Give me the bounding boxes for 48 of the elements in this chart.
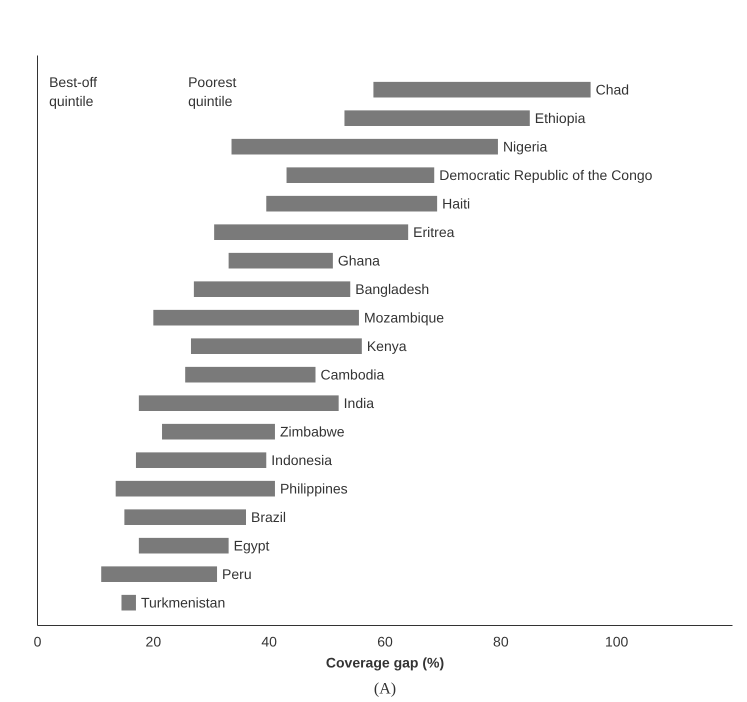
y-tick-label: Peru (222, 566, 252, 582)
y-tick-label: Mozambique (364, 310, 444, 326)
y-tick-label: Philippines (280, 480, 348, 497)
y-tick-label: Nigeria (502, 138, 548, 155)
bar (153, 310, 359, 326)
bar (190, 338, 362, 354)
y-tick-label: Democratic Republic of the Congo (439, 167, 653, 184)
bar (162, 424, 275, 440)
bar (266, 196, 438, 212)
bar (185, 366, 316, 383)
y-tick-label: Zimbabwe (280, 424, 345, 440)
x-tick-label: 40 (261, 634, 278, 650)
y-tick-label: Chad (596, 82, 630, 98)
x-tick-label: 0 (34, 634, 42, 650)
bar (124, 509, 246, 526)
y-tick-label: Ethiopia (534, 110, 586, 126)
x-axis-title: Coverage gap (%) (326, 654, 444, 670)
y-tick-label: Ghana (338, 252, 380, 269)
y-tick-label: Cambodia (320, 366, 385, 383)
bar (194, 281, 350, 298)
y-tick-label: Kenya (366, 338, 407, 354)
y-tick-label: Brazil (251, 509, 286, 526)
y-tick-label: Egypt (234, 538, 270, 554)
bar (136, 452, 266, 468)
annotation: Best-off quintile (49, 74, 98, 110)
bar (101, 566, 218, 582)
annotation: Poorest quintile (188, 74, 236, 110)
bar (344, 110, 530, 126)
bar (232, 138, 498, 155)
x-tick-label: 100 (604, 634, 629, 650)
bar (228, 252, 333, 269)
y-tick-label: India (344, 395, 374, 412)
bar (138, 538, 229, 554)
y-tick-label: Bangladesh (355, 281, 430, 298)
bar (286, 167, 434, 184)
x-tick-label: 60 (377, 634, 393, 650)
x-tick-label: 20 (146, 634, 162, 650)
bar (214, 224, 408, 240)
bar (121, 594, 136, 611)
x-tick-label: 80 (493, 634, 509, 650)
bar (116, 480, 275, 497)
bar (138, 395, 339, 412)
y-tick-label: Haiti (442, 196, 470, 212)
bar (373, 82, 591, 98)
y-tick-label: Eritrea (413, 224, 455, 240)
text: (A) (374, 680, 396, 698)
y-tick-label: Turkmenistan (140, 594, 226, 611)
y-tick-label: Indonesia (271, 452, 332, 468)
